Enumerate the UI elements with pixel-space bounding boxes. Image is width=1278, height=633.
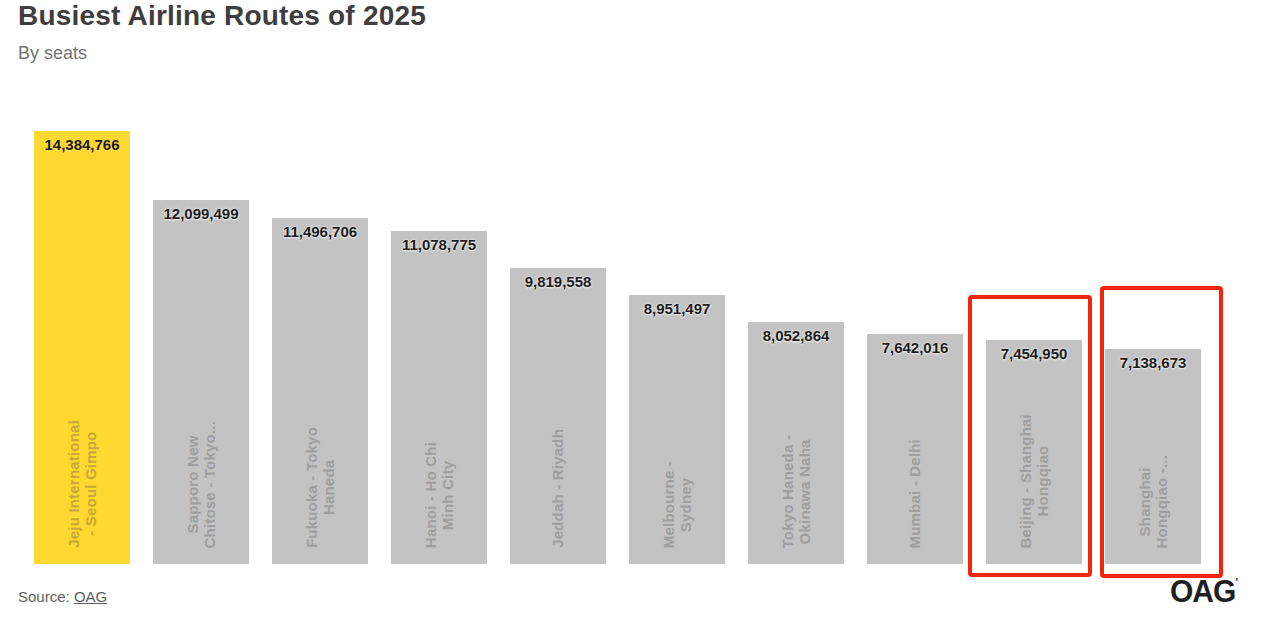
annotation-box (968, 295, 1092, 577)
bar-value-label: 12,099,499 (153, 205, 249, 222)
bar-value-label: 11,496,706 (272, 223, 368, 240)
bar-value-label: 8,951,497 (629, 300, 725, 317)
bar-route-label: Fukuoka - Tokyo Haneda (303, 427, 338, 548)
bar-route-label: Jeju International - Seoul Gimpo (65, 420, 100, 548)
oag-logo-text: OAG (1170, 574, 1235, 609)
chart-bar: 7,642,016 Mumbai - Delhi (867, 334, 963, 564)
chart-page: Busiest Airline Routes of 2025 By seats … (0, 0, 1278, 633)
annotation-box (1100, 286, 1223, 578)
bar-route-label: Sapporo New Chitose - Tokyo... (184, 421, 219, 549)
bar-chart: 14,384,766 Jeju International - Seoul Gi… (0, 0, 1278, 633)
chart-bar: 11,078,775 Hanoi - Ho Chi Minh City (391, 231, 487, 564)
bar-value-label: 11,078,775 (391, 236, 487, 253)
bar-value-label: 14,384,766 (34, 136, 130, 153)
bar-value-label: 9,819,558 (510, 273, 606, 290)
chart-bar: 9,819,558 Jeddah - Riyadh (510, 268, 606, 564)
source-line: Source: OAG (18, 588, 107, 605)
oag-logo-mark: ' (1235, 575, 1238, 588)
source-prefix: Source: (18, 588, 74, 605)
bar-route-label: Tokyo Haneda - Okinawa Naha (779, 435, 814, 548)
bar-route-label: Jeddah - Riyadh (549, 429, 567, 548)
chart-bar: 12,099,499 Sapporo New Chitose - Tokyo..… (153, 200, 249, 564)
chart-bar: 14,384,766 Jeju International - Seoul Gi… (34, 131, 130, 564)
oag-logo: OAG' (1170, 576, 1238, 608)
source-link[interactable]: OAG (74, 588, 107, 605)
chart-bar: 8,951,497 Melbourne - Sydney (629, 295, 725, 564)
chart-bar: 8,052,864 Tokyo Haneda - Okinawa Naha (748, 322, 844, 564)
bar-route-label: Mumbai - Delhi (906, 439, 924, 548)
bar-route-label: Hanoi - Ho Chi Minh City (422, 442, 457, 548)
bar-value-label: 8,052,864 (748, 327, 844, 344)
chart-bar: 11,496,706 Fukuoka - Tokyo Haneda (272, 218, 368, 564)
bar-route-label: Melbourne - Sydney (660, 461, 695, 548)
bar-value-label: 7,642,016 (867, 339, 963, 356)
